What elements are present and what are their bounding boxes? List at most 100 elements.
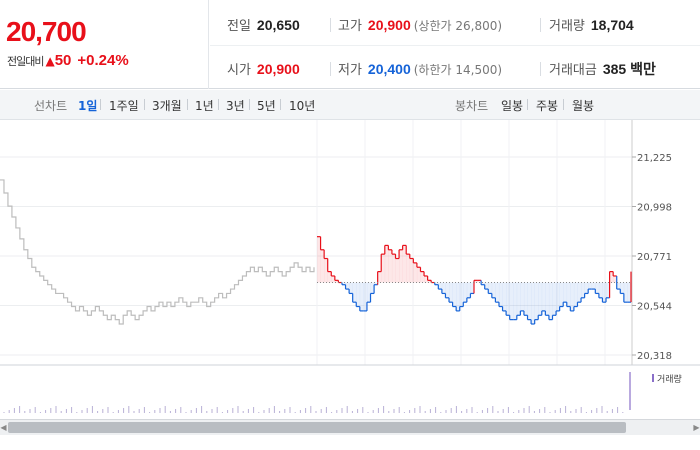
divider bbox=[540, 62, 541, 76]
volume-value: 18,704 bbox=[590, 17, 634, 33]
area-fill bbox=[320, 249, 325, 283]
area-fill bbox=[445, 282, 450, 298]
candle-option-daily[interactable]: 일봉 bbox=[501, 99, 524, 113]
area-fill bbox=[449, 282, 453, 303]
period-option-1w[interactable]: 1주일 bbox=[109, 99, 139, 113]
prev-close-value: 20,650 bbox=[256, 17, 300, 33]
area-fill bbox=[602, 282, 607, 303]
open-cell: 시가 20,900 bbox=[227, 59, 300, 78]
area-fill bbox=[491, 282, 496, 298]
volume-legend-swatch bbox=[652, 374, 654, 382]
divider bbox=[330, 62, 331, 76]
area-fill bbox=[531, 282, 535, 325]
prev-close-cell: 전일 20,650 bbox=[227, 15, 300, 34]
high-label: 고가 bbox=[338, 19, 362, 34]
high-cell: 고가 20,900 (상한가 26,800) bbox=[338, 15, 502, 34]
area-fill bbox=[352, 282, 357, 303]
candle-option-monthly[interactable]: 월봉 bbox=[572, 99, 595, 113]
period-option-1d[interactable]: 1일 bbox=[78, 99, 98, 113]
divider bbox=[249, 99, 250, 110]
chart-scrollbar[interactable]: ◀ ▶ bbox=[0, 419, 700, 435]
area-fill bbox=[595, 282, 600, 294]
change-percent: +0.24% bbox=[77, 52, 129, 69]
area-fill bbox=[317, 236, 321, 283]
area-fill bbox=[577, 282, 582, 303]
area-fill bbox=[413, 262, 418, 283]
up-arrow-icon: ▲ bbox=[45, 54, 55, 68]
area-fill bbox=[406, 254, 411, 283]
scroll-left-icon[interactable]: ◀ bbox=[0, 423, 7, 432]
open-label: 시가 bbox=[227, 63, 251, 78]
area-fill bbox=[584, 282, 589, 294]
area-fill bbox=[420, 271, 425, 283]
today-series bbox=[317, 236, 632, 325]
area-fill bbox=[359, 282, 364, 311]
area-fill bbox=[395, 258, 400, 283]
area-fill bbox=[570, 282, 575, 311]
chart-grid bbox=[0, 120, 633, 365]
price-chart: 21,225 20,998 20,771 20,544 20,318 거래량 bbox=[0, 120, 700, 450]
divider bbox=[540, 18, 541, 32]
area-fill bbox=[588, 282, 593, 290]
area-fill bbox=[598, 282, 603, 298]
scroll-thumb[interactable] bbox=[8, 422, 626, 433]
area-fill bbox=[349, 282, 353, 294]
area-fill bbox=[345, 282, 350, 290]
area-fill bbox=[513, 282, 518, 320]
area-fill bbox=[324, 258, 329, 283]
area-fill bbox=[627, 282, 632, 303]
area-fill bbox=[466, 282, 471, 298]
area-fill bbox=[441, 282, 446, 294]
period-option-10y[interactable]: 10년 bbox=[289, 99, 316, 113]
area-fill bbox=[509, 282, 514, 320]
area-fill bbox=[334, 280, 339, 283]
divider bbox=[218, 99, 219, 110]
area-fill bbox=[548, 282, 553, 320]
period-option-3m[interactable]: 3개월 bbox=[152, 99, 182, 113]
period-option-5y[interactable]: 5년 bbox=[257, 99, 276, 113]
chart-svg: 21,225 20,998 20,771 20,544 20,318 거래량 bbox=[0, 120, 700, 413]
scroll-right-icon[interactable]: ▶ bbox=[693, 423, 700, 432]
area-fill bbox=[424, 275, 428, 283]
area-fill bbox=[591, 282, 596, 290]
prev-day-line bbox=[0, 179, 315, 325]
current-price: 20,700 bbox=[6, 16, 87, 47]
area-fill bbox=[459, 282, 464, 307]
area-fill bbox=[391, 254, 396, 283]
area-fill bbox=[377, 271, 382, 283]
change-row: 전일대비 ▲50 +0.24% bbox=[7, 52, 129, 69]
area-fill bbox=[434, 282, 439, 285]
area-fill bbox=[488, 282, 493, 294]
area-fill bbox=[520, 282, 525, 311]
candle-option-weekly[interactable]: 주봉 bbox=[536, 99, 559, 113]
volume-legend-label: 거래량 bbox=[657, 373, 682, 385]
area-fill bbox=[581, 282, 585, 298]
change-value: 50 bbox=[54, 52, 72, 69]
y-axis-ticks: 21,225 20,998 20,771 20,544 20,318 bbox=[632, 153, 672, 362]
area-fill bbox=[623, 282, 628, 303]
area-fill bbox=[370, 282, 375, 294]
area-fill bbox=[366, 282, 371, 303]
period-option-1y[interactable]: 1년 bbox=[195, 99, 214, 113]
area-fill bbox=[541, 282, 546, 311]
area-fill bbox=[495, 282, 500, 303]
divider bbox=[563, 99, 564, 110]
high-value: 20,900 bbox=[367, 17, 411, 33]
area-fill bbox=[609, 271, 614, 283]
low-cell: 저가 20,400 (하한가 14,500) bbox=[338, 59, 502, 78]
area-fill bbox=[331, 275, 336, 283]
prev-day-series bbox=[0, 179, 315, 325]
period-option-3y[interactable]: 3년 bbox=[226, 99, 245, 113]
area-fill bbox=[452, 282, 457, 307]
price-box: 20,700 전일대비 ▲50 +0.24% bbox=[0, 0, 209, 89]
area-fill bbox=[523, 282, 528, 316]
area-fill bbox=[474, 280, 478, 283]
area-fill bbox=[416, 267, 421, 283]
divider bbox=[100, 99, 101, 110]
amount-value: 385 백만 bbox=[602, 61, 656, 77]
area-fill bbox=[402, 245, 407, 283]
volume-panel: 거래량 bbox=[0, 364, 700, 413]
area-fill bbox=[566, 282, 571, 307]
area-fill bbox=[620, 282, 625, 294]
area-fill bbox=[388, 249, 393, 283]
